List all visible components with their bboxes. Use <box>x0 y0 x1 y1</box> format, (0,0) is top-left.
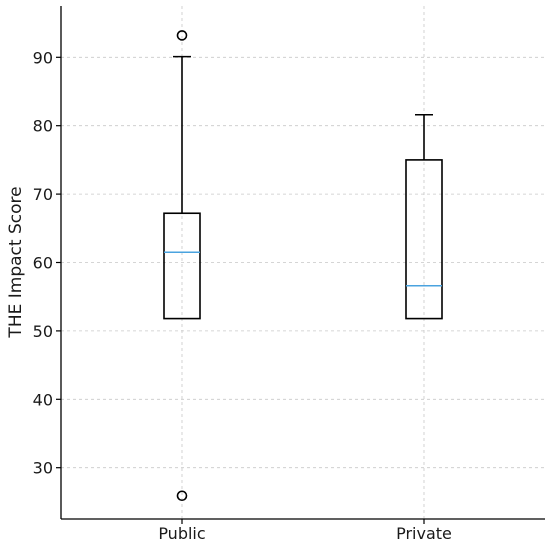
outlier-point <box>176 490 188 502</box>
y-tick-label: 30 <box>33 459 53 478</box>
y-tick-label: 70 <box>33 185 53 204</box>
y-tick-label: 50 <box>33 322 53 341</box>
box-iqr <box>163 212 201 320</box>
y-tick-label: 60 <box>33 254 53 273</box>
grid-lines <box>56 6 545 524</box>
y-tick-label: 40 <box>33 390 53 409</box>
outlier-point <box>176 30 188 41</box>
boxes <box>163 30 443 502</box>
y-tick-label: 90 <box>33 48 53 67</box>
y-tick-label: 80 <box>33 117 53 136</box>
x-tick-label: Public <box>158 524 205 543</box>
box-iqr <box>405 159 443 320</box>
axes <box>60 6 545 520</box>
y-axis-title: THE Impact Score <box>6 186 26 338</box>
x-tick-label: Private <box>396 524 452 543</box>
tick-labels: 30 40 50 60 70 80 90 Public Private <box>33 48 452 543</box>
